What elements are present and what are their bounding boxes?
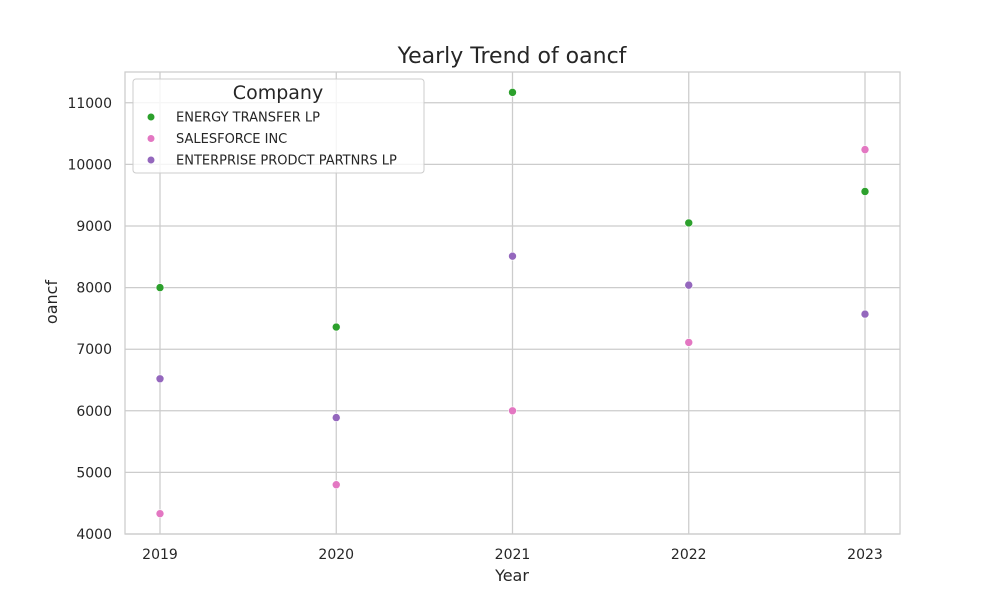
y-tick-label: 4000 [76, 527, 112, 543]
y-tick-label: 6000 [76, 404, 112, 420]
legend-marker [147, 135, 155, 142]
legend-box [132, 78, 425, 174]
legend-entry-label: SALESFORCE INC [176, 132, 287, 147]
data-point [331, 413, 341, 422]
data-point [684, 338, 694, 347]
x-tick-label: 2023 [847, 547, 883, 563]
legend-title: Company [233, 82, 323, 104]
legend: Company ENERGY TRANSFER LP SALESFORCE INC… [132, 78, 425, 174]
y-tick-label: 9000 [76, 219, 112, 235]
x-axis-label: Year [494, 566, 529, 585]
data-points [155, 88, 870, 518]
y-tick-label: 11000 [67, 96, 112, 112]
tick-labels: 4000 5000 6000 7000 8000 9000 10000 11000 2019 20… [67, 96, 882, 563]
data-point [860, 309, 870, 319]
y-tick-label: 10000 [67, 157, 112, 173]
legend-entry-label: ENERGY TRANSFER LP [176, 111, 320, 126]
chart-title: Yearly Trend of oancf [397, 44, 628, 69]
data-point [155, 283, 165, 292]
legend-entry-label: ENTERPRISE PRODCT PARTNRS LP [176, 154, 397, 169]
legend-marker [147, 156, 155, 164]
data-point [155, 509, 165, 518]
y-tick-label: 7000 [76, 342, 112, 358]
y-tick-label: 8000 [76, 281, 112, 297]
data-point [860, 145, 870, 154]
data-point [155, 374, 165, 384]
y-axis-label: oancf [42, 280, 61, 325]
data-point [508, 406, 517, 416]
y-tick-label: 5000 [76, 465, 112, 481]
legend-marker [147, 113, 155, 121]
data-point [331, 480, 341, 490]
x-tick-label: 2019 [142, 547, 178, 563]
x-tick-label: 2022 [671, 547, 707, 563]
x-tick-label: 2020 [318, 547, 354, 563]
plot-frame [124, 71, 901, 535]
x-tick-label: 2021 [495, 547, 531, 563]
data-point [684, 218, 694, 228]
data-point [508, 88, 517, 97]
data-point [331, 322, 341, 332]
data-point [684, 280, 694, 290]
data-point [508, 251, 517, 261]
data-point [860, 187, 870, 196]
